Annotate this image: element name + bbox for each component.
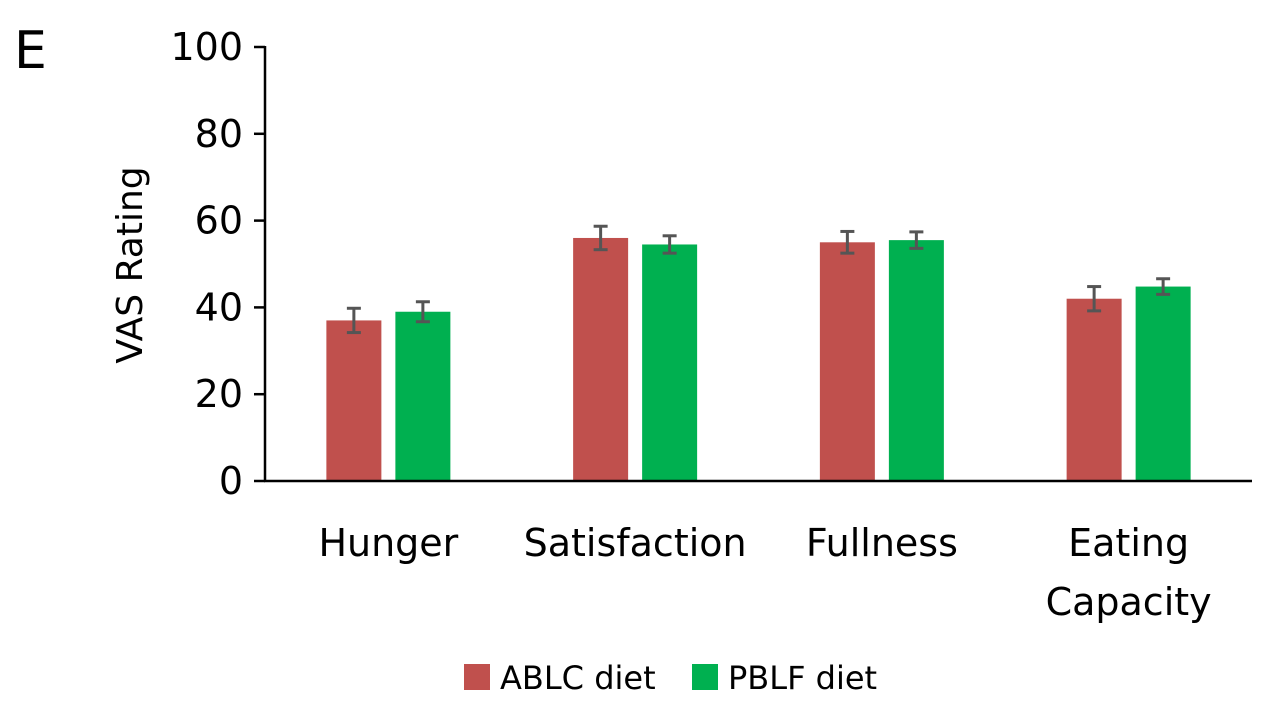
error-bar: [662, 234, 677, 255]
error-bars: [346, 224, 1171, 335]
bar-pblf-diet-3: [1135, 286, 1191, 481]
bar-ablc-diet-0: [326, 320, 382, 481]
bar-ablc-diet-2: [819, 242, 875, 481]
legend: ABLC diet PBLF diet: [464, 659, 877, 697]
bar-ablc-diet-1: [573, 237, 629, 481]
bar-pblf-diet-0: [395, 311, 451, 481]
legend-swatch: [692, 664, 718, 690]
error-bar: [909, 230, 924, 250]
category-label: Capacity: [1046, 580, 1212, 624]
y-tick-label: 60: [195, 199, 243, 243]
y-tick-label: 100: [170, 25, 243, 69]
legend-label: ABLC diet: [500, 659, 656, 697]
y-tick-label: 80: [195, 112, 243, 156]
error-bar: [593, 224, 608, 252]
bar-pblf-diet-1: [642, 244, 698, 481]
category-label: Fullness: [806, 521, 958, 565]
legend-label: PBLF diet: [728, 659, 877, 697]
y-axis-ticks: 0 20 40 60 80 100: [170, 25, 265, 503]
y-tick-label: 20: [195, 372, 243, 416]
error-bar: [840, 229, 855, 255]
legend-item: PBLF diet: [692, 659, 877, 697]
legend-swatch: [464, 664, 490, 690]
error-bar: [346, 306, 361, 335]
category-label: Satisfaction: [524, 521, 747, 565]
category-label: Hunger: [318, 521, 458, 565]
error-bar: [415, 300, 430, 324]
y-axis-title: VAS Rating: [110, 166, 151, 363]
category-labels: Hunger Satisfaction Fullness Eating Capacity: [318, 521, 1211, 624]
bars: [326, 237, 1191, 481]
category-label: Eating: [1068, 521, 1189, 565]
error-bar: [1156, 277, 1171, 296]
y-tick-label: 0: [219, 459, 243, 503]
panel-label: E: [14, 21, 47, 81]
y-tick-label: 40: [195, 285, 243, 329]
bar-pblf-diet-2: [888, 240, 944, 481]
legend-item: ABLC diet: [464, 659, 656, 697]
bar-ablc-diet-3: [1066, 298, 1122, 481]
error-bar: [1087, 285, 1102, 313]
